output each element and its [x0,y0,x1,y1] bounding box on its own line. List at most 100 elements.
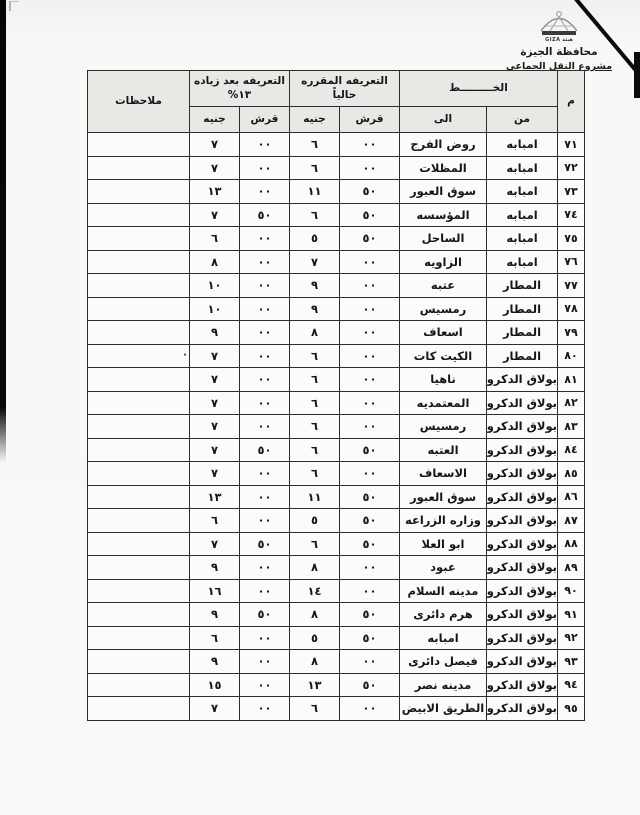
cell-new-qirsh: ٠٠ [238,273,290,298]
cell-notes [86,296,190,321]
cell-from: بولاق الدكرور [486,649,558,674]
table-row: ٧٩ المطار اسعاف ٠٠ ٨ ٠٠ ٩ [86,320,585,345]
cell-cur-qirsh: ٠٠ [339,249,400,274]
cell-new-genih: ٧ [188,461,240,486]
cell-new-qirsh: ٠٠ [238,672,290,697]
cell-from: امبابه [486,226,558,251]
col-header-serial: م [557,70,585,133]
cell-cur-genih: ٦ [288,343,341,368]
cell-from: امبابه [486,249,558,274]
cell-notes [86,226,190,251]
cell-to: الكيت كات [399,343,487,368]
cell-no: ٩٤ [557,672,585,697]
table-row: ٧٢ امبابه المظلات ٠٠ ٦ ٠٠ ٧ [86,155,585,180]
cell-cur-qirsh: ٥٠ [339,226,400,251]
cell-cur-genih: ٦ [288,202,341,227]
cell-to: العتبه [399,437,487,462]
increased-tariff-line2: ١٣% [227,88,252,101]
cell-cur-qirsh: ٥٠ [339,484,400,509]
cell-from: بولاق الدكرور [486,696,558,721]
cell-notes [86,531,190,556]
cell-new-genih: ٩ [188,555,240,580]
cell-new-qirsh: ٠٠ [238,155,290,180]
table-row: ٩٢ بولاق الدكرور امبابه ٥٠ ٥ ٠٠ ٦ [86,625,585,650]
cell-new-qirsh: ٥٠ [238,437,290,462]
cell-from: بولاق الدكرور [486,414,558,439]
cell-no: ٧٨ [557,296,585,321]
cell-no: ٧٣ [557,179,585,204]
scan-right-edge-artifact [634,52,640,98]
cell-cur-qirsh: ٥٠ [339,672,400,697]
cell-to: امبابه [399,625,487,650]
cell-new-qirsh: ٥٠ [238,602,290,627]
governorate-title: محافظة الجيزة [520,46,598,58]
cell-no: ٧٥ [557,226,585,251]
col-header-increased-genih: جنيه [188,106,240,133]
fare-table: م الخـــــــــط التعريفه المقرره حالياً … [86,70,585,721]
cell-cur-qirsh: ٠٠ [339,296,400,321]
cell-notes [86,508,190,533]
scan-left-edge-artifact [0,0,6,463]
table-row: ٨٣ بولاق الدكرور رمسيس ٠٠ ٦ ٠٠ ٧ [86,414,585,439]
table-row: ٨٧ بولاق الدكرور وزاره الزراعه ٥٠ ٥ ٠٠ ٦ [86,508,585,533]
col-header-increased-tariff: التعريفه بعد زياده ١٣% [188,70,290,107]
cell-notes [86,602,190,627]
cell-new-qirsh: ٠٠ [238,484,290,509]
cell-no: ٧٢ [557,155,585,180]
giza-governorate-logo-icon [536,4,582,38]
cell-notes [86,672,190,697]
cell-from: المطار [486,320,558,345]
cell-no: ٧٦ [557,249,585,274]
table-row: ٨٨ بولاق الدكرور ابو العلا ٥٠ ٦ ٥٠ ٧ [86,531,585,556]
cell-to: مدينه السلام [399,578,487,603]
cell-new-genih: ١٣ [188,484,240,509]
cell-to: الطريق الابيض [399,696,487,721]
cell-cur-genih: ٧ [288,249,341,274]
cell-cur-genih: ٨ [288,649,341,674]
scan-corner-mark [9,1,19,11]
cell-cur-genih: ١٣ [288,672,341,697]
cell-cur-qirsh: ٥٠ [339,437,400,462]
cell-from: المطار [486,296,558,321]
cell-new-qirsh: ٠٠ [238,179,290,204]
cell-to: سوق العبور [399,179,487,204]
cell-from: بولاق الدكرور [486,390,558,415]
cell-to: فيصل دائرى [399,649,487,674]
cell-no: ٧٤ [557,202,585,227]
cell-new-genih: ٧ [188,132,240,157]
table-row: ٨٠ المطار الكيت كات ٠٠ ٦ ٠٠ ٧ · [86,343,585,368]
cell-from: المطار [486,343,558,368]
cell-cur-genih: ٥ [288,508,341,533]
col-header-line-group: الخـــــــــط [399,70,558,107]
cell-no: ٩٣ [557,649,585,674]
cell-no: ٩٥ [557,696,585,721]
cell-new-genih: ٧ [188,437,240,462]
table-row: ٩٣ بولاق الدكرور فيصل دائرى ٠٠ ٨ ٠٠ ٩ [86,649,585,674]
table-row: ٩٠ بولاق الدكرور مدينه السلام ٠٠ ١٤ ٠٠ ١٦ [86,578,585,603]
cell-cur-genih: ٦ [288,531,341,556]
cell-new-genih: ٦ [188,508,240,533]
cell-notes [86,320,190,345]
cell-no: ٨١ [557,367,585,392]
cell-new-genih: ١٠ [188,296,240,321]
cell-cur-genih: ١١ [288,484,341,509]
cell-new-qirsh: ٠٠ [238,625,290,650]
cell-new-qirsh: ٠٠ [238,555,290,580]
cell-notes [86,414,190,439]
cell-from: بولاق الدكرور [486,602,558,627]
cell-from: بولاق الدكرور [486,484,558,509]
cell-no: ٩٠ [557,578,585,603]
cell-new-qirsh: ٠٠ [238,390,290,415]
cell-to: رمسيس [399,296,487,321]
table-row: ٩٤ بولاق الدكرور مدينه نصر ٥٠ ١٣ ٠٠ ١٥ [86,672,585,697]
cell-from: امبابه [486,179,558,204]
cell-no: ٨٧ [557,508,585,533]
cell-new-qirsh: ٠٠ [238,226,290,251]
col-header-current-tariff: التعريفه المقرره حالياً [288,70,401,107]
cell-cur-genih: ٨ [288,555,341,580]
cell-notes [86,367,190,392]
cell-no: ٩٢ [557,625,585,650]
cell-cur-genih: ٦ [288,132,341,157]
cell-no: ٨٩ [557,555,585,580]
cell-new-qirsh: ٠٠ [238,508,290,533]
